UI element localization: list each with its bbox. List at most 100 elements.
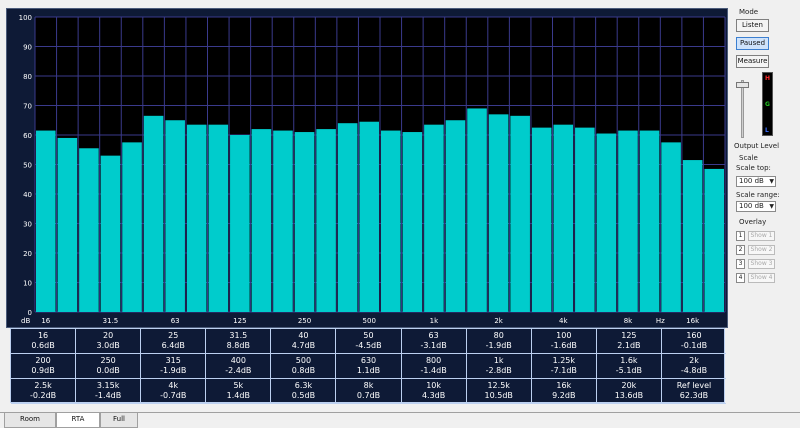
- table-cell: 40 4.7dB: [271, 329, 337, 354]
- band-deviation: 10.5dB: [484, 391, 513, 400]
- band-frequency: 25: [168, 331, 179, 340]
- table-row: 200 0.9dB 250 0.0dB 315 -1.9dB 400 -2.4dB 500 0.8…: [11, 354, 727, 379]
- band-frequency: 4k: [168, 381, 179, 390]
- bar-160: [251, 129, 272, 312]
- table-cell: 20k 13.6dB: [596, 379, 662, 404]
- overlay-slot-4[interactable]: 4: [736, 273, 745, 283]
- show-2-button[interactable]: Show 2: [748, 245, 775, 255]
- band-frequency: 315: [165, 356, 181, 365]
- band-deviation: -1.9dB: [485, 341, 512, 350]
- band-frequency: 16: [37, 331, 49, 340]
- bar-63: [165, 120, 185, 312]
- table-cell: 20 3.0dB: [76, 329, 142, 354]
- band-frequency: 5k: [233, 381, 244, 390]
- paused-button[interactable]: Paused: [736, 37, 769, 50]
- bar-8k: [618, 130, 638, 312]
- band-frequency: 50: [363, 331, 374, 340]
- bar-250: [294, 132, 315, 312]
- table-cell: 50 -4.5dB: [336, 329, 402, 354]
- band-deviation: 2.1dB: [617, 341, 641, 350]
- bar-6.3k: [596, 133, 617, 312]
- output-level-label: Output Level: [734, 142, 780, 150]
- scale-top-select[interactable]: 100 dB ▼: [736, 176, 776, 187]
- band-deviation: -3.1dB: [420, 341, 447, 350]
- band-frequency: 40: [298, 331, 309, 340]
- x-tick-label: 500: [363, 317, 376, 325]
- bar-315: [316, 129, 336, 312]
- band-deviation: -0.7dB: [160, 391, 187, 400]
- x-tick-label: 31.5: [103, 317, 119, 325]
- band-frequency: 100: [556, 331, 572, 340]
- x-tick-label: 1k: [430, 317, 439, 325]
- show-1-button[interactable]: Show 1: [748, 231, 775, 241]
- bar-5k: [575, 127, 595, 312]
- y-tick-label: 100: [19, 14, 32, 22]
- mode-label: Mode: [739, 8, 759, 16]
- table-cell: 8k 0.7dB: [336, 379, 402, 404]
- output-level-slider-thumb[interactable]: [736, 82, 749, 88]
- listen-button[interactable]: Listen: [736, 19, 769, 32]
- band-frequency: 1k: [493, 356, 504, 365]
- show-4-button[interactable]: Show 4: [748, 273, 775, 283]
- scale-top-value: 100 dB: [739, 177, 764, 185]
- output-level-slider-track[interactable]: [741, 80, 744, 138]
- table-cell: 5k 1.4dB: [206, 379, 272, 404]
- band-deviation: -1.9dB: [160, 366, 187, 375]
- scale-top-label: Scale top:: [736, 164, 771, 172]
- band-values-table: 16 0.6dB 20 3.0dB 25 6.4dB 31.5 8.8dB 40 4.7dB 50-…: [10, 328, 727, 404]
- band-frequency: 160: [686, 331, 702, 340]
- band-deviation: 0.7dB: [356, 391, 381, 400]
- table-cell: 315 -1.9dB: [141, 354, 207, 379]
- bar-630: [381, 130, 401, 312]
- table-cell: 250 0.0dB: [76, 354, 142, 379]
- band-frequency: 80: [493, 331, 504, 340]
- table-cell: 200 0.9dB: [11, 354, 77, 379]
- overlay-slot-2[interactable]: 2: [736, 245, 745, 255]
- show-3-button[interactable]: Show 3: [748, 259, 775, 269]
- scale-label: Scale: [739, 154, 758, 162]
- band-deviation: 3.0dB: [96, 341, 120, 350]
- band-frequency: 6.3k: [294, 381, 313, 390]
- rta-chart-panel: 0 10 20 30 40 50 60 70 80 90 100 dB 16 31.5 63 125 250 5…: [6, 8, 728, 328]
- band-deviation: -5.1dB: [615, 366, 642, 375]
- measure-button[interactable]: Measure: [736, 55, 769, 68]
- overlay-slot-1[interactable]: 1: [736, 231, 745, 241]
- x-tick-label: 16: [41, 317, 50, 325]
- band-frequency: 12.5k: [487, 381, 510, 390]
- tab-full-range[interactable]: Full Range: [100, 413, 138, 428]
- band-deviation: -1.4dB: [420, 366, 447, 375]
- overlay-slot-3[interactable]: 3: [736, 259, 745, 269]
- band-frequency: 2k: [689, 356, 699, 365]
- x-tick-label: 8k: [624, 317, 633, 325]
- bar-4k: [553, 124, 574, 312]
- band-deviation: 62.3dB: [679, 391, 709, 400]
- table-cell: 25 6.4dB: [141, 329, 207, 354]
- chevron-down-icon: ▼: [769, 203, 774, 210]
- bar-25: [79, 148, 99, 312]
- band-frequency: 20: [103, 331, 114, 340]
- overlay-label: Overlay: [739, 218, 767, 226]
- tab-rta[interactable]: RTA: [56, 413, 100, 428]
- band-deviation: 0.9dB: [31, 366, 55, 375]
- table-cell: 63 -3.1dB: [401, 329, 467, 354]
- x-axis-unit-label: dB: [21, 317, 30, 325]
- scale-range-label: Scale range:: [736, 191, 780, 199]
- band-frequency: 2.5k: [34, 381, 52, 390]
- rta-bar-chart: 0 10 20 30 40 50 60 70 80 90 100 dB 16 31.5 63 125 250 5…: [19, 14, 726, 325]
- band-frequency: 8k: [363, 381, 374, 390]
- y-tick-label: 80: [23, 73, 32, 81]
- tab-room-analyzer[interactable]: Room Analyzer: [4, 413, 56, 428]
- band-deviation: -4.5dB: [355, 341, 382, 350]
- bar-500: [359, 121, 379, 312]
- y-tick-label: 20: [23, 250, 32, 258]
- table-cell: 2k -4.8dB: [661, 354, 727, 379]
- table-cell: 31.5 8.8dB: [206, 329, 272, 354]
- band-deviation: -4.8dB: [680, 366, 708, 375]
- band-deviation: 4.3dB: [421, 391, 446, 400]
- chevron-down-icon: ▼: [769, 178, 774, 185]
- band-deviation: 13.6dB: [614, 391, 644, 400]
- scale-range-select[interactable]: 100 dB ▼: [736, 201, 776, 212]
- meter-good-label: G: [765, 101, 770, 108]
- band-deviation: 6.4dB: [161, 341, 185, 350]
- table-cell: 4k -0.7dB: [141, 379, 207, 404]
